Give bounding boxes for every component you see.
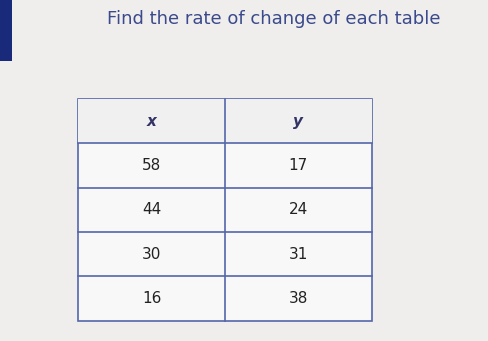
Text: y: y (293, 114, 303, 129)
Text: 31: 31 (288, 247, 307, 262)
Text: 38: 38 (288, 291, 307, 306)
Text: 30: 30 (142, 247, 161, 262)
FancyBboxPatch shape (78, 99, 371, 321)
Text: x: x (146, 114, 156, 129)
FancyBboxPatch shape (78, 99, 371, 143)
FancyBboxPatch shape (0, 0, 12, 61)
Text: 44: 44 (142, 202, 161, 217)
Text: 58: 58 (142, 158, 161, 173)
Text: Find the rate of change of each table: Find the rate of change of each table (107, 10, 440, 28)
Text: 17: 17 (288, 158, 307, 173)
Text: 16: 16 (142, 291, 161, 306)
Text: 24: 24 (288, 202, 307, 217)
